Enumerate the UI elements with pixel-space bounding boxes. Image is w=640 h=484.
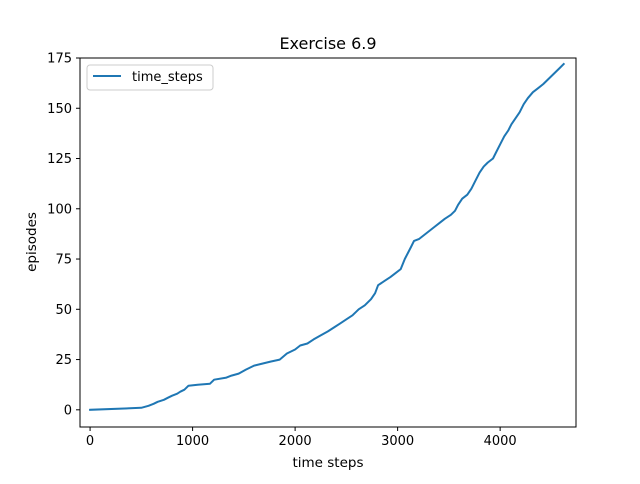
axes-background	[80, 58, 576, 427]
y-tick-label: 50	[55, 303, 72, 318]
y-tick-label: 100	[47, 202, 72, 217]
legend-label: time_steps	[132, 70, 203, 85]
x-tick-label: 4000	[484, 434, 517, 449]
x-tick-label: 2000	[279, 434, 312, 449]
legend: time_steps	[86, 64, 214, 91]
y-tick-label: 150	[47, 102, 72, 117]
y-tick-label: 0	[64, 403, 72, 418]
chart-title: Exercise 6.9	[279, 34, 376, 53]
legend-box	[86, 64, 214, 91]
y-tick-label: 75	[55, 253, 72, 268]
x-tick-label: 1000	[176, 434, 209, 449]
x-tick-label: 0	[86, 434, 94, 449]
y-axis-label: episodes	[24, 212, 40, 272]
y-tick-label: 25	[55, 353, 72, 368]
y-tick-label: 125	[47, 152, 72, 167]
axes-frame	[79, 57, 577, 428]
y-axis-ticks: 0 25 50 75 100 125 150 175	[47, 52, 80, 418]
series-line-time-steps	[89, 62, 566, 411]
x-axis-ticks: 0 1000 2000 3000 4000	[86, 427, 517, 449]
x-tick-label: 3000	[381, 434, 414, 449]
y-tick-label: 175	[47, 52, 72, 67]
x-axis-label: time steps	[292, 455, 363, 471]
